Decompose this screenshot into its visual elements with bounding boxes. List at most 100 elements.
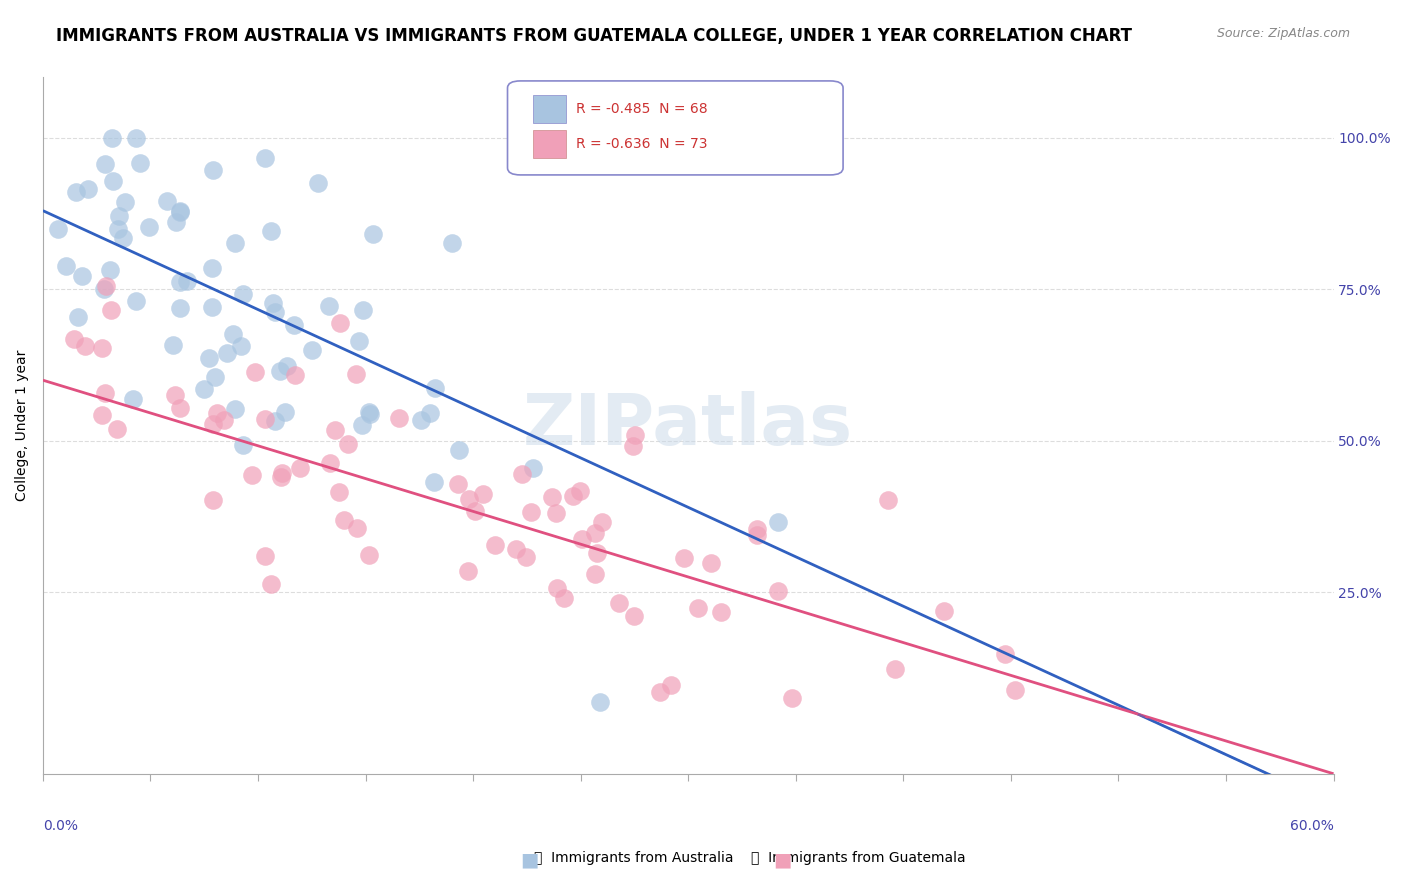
Point — [138, 220, 160, 235]
Point — [232, 437, 254, 451]
Point — [766, 583, 789, 598]
Point — [156, 194, 179, 208]
Point — [100, 303, 122, 318]
Point — [553, 591, 575, 606]
Point — [240, 467, 263, 482]
Point — [472, 487, 495, 501]
Point — [515, 549, 537, 564]
Point — [204, 370, 226, 384]
Text: R = -0.485  N = 68: R = -0.485 N = 68 — [576, 102, 707, 116]
Point — [169, 275, 191, 289]
Point — [544, 506, 567, 520]
Point — [766, 516, 789, 530]
Point — [243, 365, 266, 379]
Point — [222, 327, 245, 342]
Point — [283, 318, 305, 333]
Text: Source: ZipAtlas.com: Source: ZipAtlas.com — [1216, 27, 1350, 40]
Point — [510, 467, 533, 481]
Point — [264, 414, 287, 428]
Point — [270, 470, 292, 484]
Point — [264, 305, 287, 319]
Point — [201, 261, 224, 276]
Point — [262, 296, 284, 310]
Point — [100, 130, 122, 145]
Point — [624, 428, 647, 442]
Point — [877, 493, 900, 508]
Point — [202, 493, 225, 508]
Point — [169, 204, 191, 219]
Point — [583, 567, 606, 582]
Point — [111, 231, 134, 245]
Point — [441, 235, 464, 250]
Point — [361, 227, 384, 241]
Point — [623, 439, 645, 453]
Point — [55, 260, 77, 274]
Point — [883, 662, 905, 676]
Point — [307, 176, 329, 190]
Point — [165, 215, 187, 229]
Point — [108, 210, 131, 224]
Point — [273, 405, 295, 419]
Point — [284, 368, 307, 382]
Point — [568, 484, 591, 499]
Point — [224, 402, 246, 417]
Point — [254, 412, 277, 426]
Point — [103, 174, 125, 188]
Point — [75, 339, 97, 353]
Point — [329, 316, 352, 330]
Point — [98, 262, 121, 277]
Point — [745, 522, 768, 536]
Point — [77, 182, 100, 196]
Point — [710, 605, 733, 619]
Point — [215, 345, 238, 359]
Point — [457, 564, 479, 578]
Point — [288, 461, 311, 475]
Point — [583, 526, 606, 541]
Point — [648, 684, 671, 698]
Text: ZIPatlas: ZIPatlas — [523, 391, 853, 460]
Point — [193, 382, 215, 396]
Point — [520, 505, 543, 519]
Point — [458, 492, 481, 507]
Point — [589, 695, 612, 709]
Point — [163, 388, 186, 402]
Point — [124, 293, 146, 308]
FancyBboxPatch shape — [508, 81, 844, 175]
Point — [202, 417, 225, 432]
Text: 60.0%: 60.0% — [1289, 819, 1333, 833]
Point — [318, 456, 340, 470]
Point — [254, 549, 277, 563]
Point — [505, 542, 527, 557]
Point — [122, 392, 145, 407]
Point — [91, 408, 114, 422]
Point — [745, 528, 768, 542]
Point — [125, 131, 148, 145]
Point — [197, 351, 219, 366]
Point — [70, 268, 93, 283]
Point — [546, 582, 568, 596]
Point — [344, 367, 367, 381]
Point — [232, 287, 254, 301]
Point — [346, 521, 368, 535]
Point — [780, 691, 803, 706]
Point — [212, 413, 235, 427]
Point — [586, 545, 609, 559]
Point — [94, 278, 117, 293]
Point — [323, 423, 346, 437]
Point — [107, 222, 129, 236]
Point — [672, 551, 695, 566]
Point — [94, 385, 117, 400]
Point — [65, 186, 87, 200]
Point — [423, 381, 446, 395]
Point — [561, 489, 583, 503]
Point — [46, 221, 69, 235]
Point — [62, 332, 84, 346]
Point — [200, 300, 222, 314]
Point — [347, 334, 370, 349]
Text: 0.0%: 0.0% — [44, 819, 77, 833]
Point — [67, 310, 90, 325]
Point — [114, 195, 136, 210]
Point — [169, 401, 191, 415]
Point — [271, 466, 294, 480]
Point — [932, 604, 955, 618]
